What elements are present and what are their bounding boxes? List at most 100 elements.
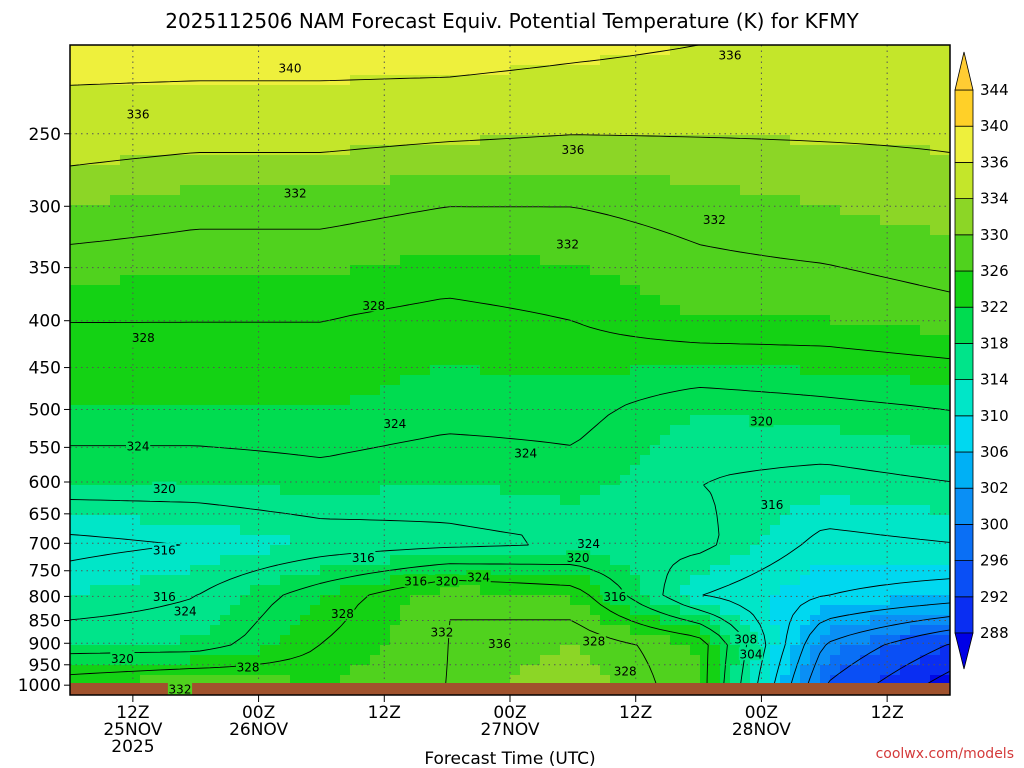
field-cell — [820, 135, 831, 146]
field-cell — [160, 415, 171, 426]
field-cell — [290, 295, 301, 306]
field-cell — [750, 355, 761, 366]
field-cell — [650, 95, 661, 106]
field-cell — [700, 55, 711, 66]
field-cell — [860, 535, 871, 546]
field-cell — [550, 95, 561, 106]
field-cell — [850, 315, 861, 326]
field-cell — [430, 175, 441, 186]
field-cell — [70, 85, 81, 96]
field-cell — [590, 495, 601, 506]
field-cell — [720, 455, 731, 466]
field-cell — [830, 375, 841, 386]
field-cell — [290, 235, 301, 246]
field-cell — [630, 395, 641, 406]
field-cell — [140, 375, 151, 386]
field-cell — [550, 145, 561, 156]
field-cell — [860, 405, 871, 416]
field-cell — [360, 365, 371, 376]
field-cell — [110, 505, 121, 516]
field-cell — [140, 365, 151, 376]
field-cell — [720, 75, 731, 86]
field-cell — [500, 395, 511, 406]
field-cell — [240, 235, 251, 246]
field-cell — [680, 55, 691, 66]
field-cell — [240, 245, 251, 256]
field-cell — [380, 135, 391, 146]
field-cell — [450, 325, 461, 336]
field-cell — [140, 405, 151, 416]
field-cell — [550, 435, 561, 446]
field-cell — [920, 585, 931, 596]
field-cell — [860, 415, 871, 426]
field-cell — [300, 585, 311, 596]
field-cell — [620, 195, 631, 206]
field-cell — [540, 155, 551, 166]
field-cell — [110, 175, 121, 186]
field-cell — [470, 595, 481, 606]
field-cell — [910, 555, 921, 566]
field-cell — [370, 575, 381, 586]
field-cell — [520, 465, 531, 476]
field-cell — [720, 175, 731, 186]
field-cell — [610, 515, 621, 526]
field-cell — [280, 555, 291, 566]
field-cell — [940, 55, 950, 66]
field-cell — [100, 95, 111, 106]
field-cell — [240, 605, 251, 616]
field-cell — [390, 265, 401, 276]
field-cell — [230, 595, 241, 606]
field-cell — [620, 445, 631, 456]
field-cell — [670, 235, 681, 246]
field-cell — [310, 325, 321, 336]
field-cell — [930, 515, 941, 526]
field-cell — [860, 135, 871, 146]
field-cell — [240, 165, 251, 176]
field-cell — [530, 75, 541, 86]
field-cell — [240, 215, 251, 226]
field-cell — [130, 45, 141, 56]
field-cell — [90, 575, 101, 586]
field-cell — [260, 135, 271, 146]
field-cell — [520, 215, 531, 226]
field-cell — [540, 395, 551, 406]
field-cell — [120, 355, 131, 366]
field-cell — [200, 135, 211, 146]
field-cell — [360, 115, 371, 126]
field-cell — [540, 595, 551, 606]
field-cell — [390, 455, 401, 466]
field-cell — [90, 595, 101, 606]
field-cell — [740, 105, 751, 116]
field-cell — [540, 605, 551, 616]
field-cell — [430, 215, 441, 226]
field-cell — [280, 395, 291, 406]
field-cell — [720, 435, 731, 446]
field-cell — [220, 205, 231, 216]
field-cell — [630, 55, 641, 66]
field-cell — [690, 185, 701, 196]
field-cell — [130, 475, 141, 486]
field-cell — [630, 485, 641, 496]
field-cell — [560, 275, 571, 286]
field-cell — [430, 165, 441, 176]
field-cell — [230, 545, 241, 556]
field-cell — [320, 505, 331, 516]
field-cell — [630, 495, 641, 506]
field-cell — [660, 595, 671, 606]
field-cell — [410, 85, 421, 96]
field-cell — [700, 415, 711, 426]
field-cell — [210, 505, 221, 516]
field-cell — [280, 515, 291, 526]
field-cell — [880, 45, 891, 56]
field-cell — [540, 325, 551, 336]
field-cell — [80, 345, 91, 356]
field-cell — [380, 215, 391, 226]
field-cell — [700, 585, 711, 596]
field-cell — [770, 475, 781, 486]
field-cell — [820, 465, 831, 476]
field-cell — [420, 185, 431, 196]
field-cell — [620, 425, 631, 436]
field-cell — [130, 75, 141, 86]
field-cell — [90, 525, 101, 536]
field-cell — [380, 65, 391, 76]
